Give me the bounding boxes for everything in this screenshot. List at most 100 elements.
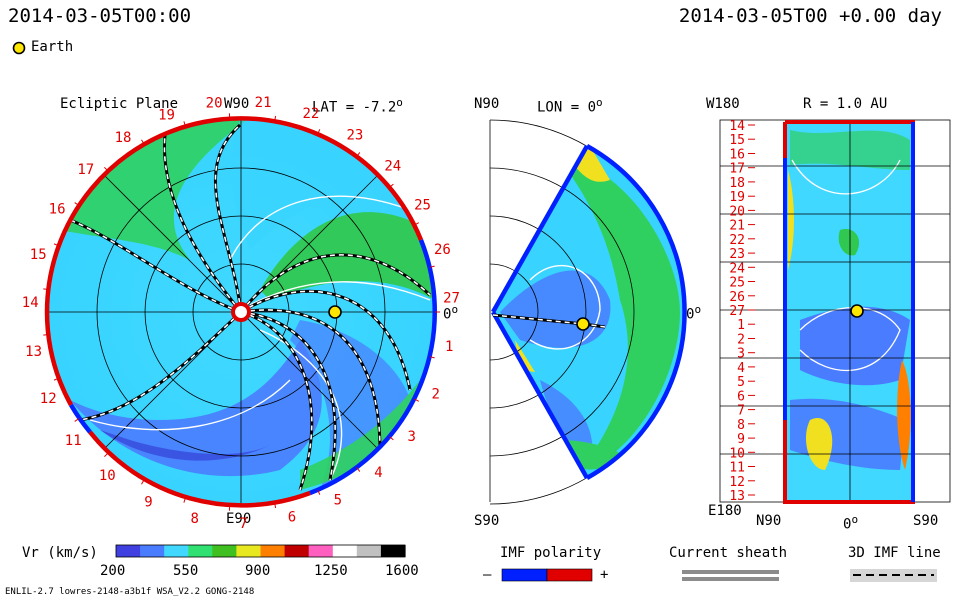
ecliptic-day-label-21: 21: [255, 95, 272, 111]
colorbar-tick-4: 1600: [385, 563, 419, 579]
radial-bottom-left-label: E180: [708, 503, 742, 519]
ecliptic-day-label-26: 26: [434, 242, 451, 258]
radial-day-label-6: 6: [737, 389, 745, 404]
ecliptic-day-tick-23: [356, 152, 361, 157]
radial-earth-marker: [850, 304, 864, 318]
meridional-plot: [489, 119, 687, 505]
radial-day-label-16: 16: [729, 148, 745, 163]
radial-yellow-lower: [805, 418, 833, 470]
ecliptic-day-tick-26: [429, 265, 435, 268]
imf-polarity-plus: +: [600, 567, 609, 583]
ecliptic-day-tick-10: [104, 452, 109, 458]
meridional-edge-lower: [491, 310, 589, 480]
radial-day-label-13: 13: [729, 489, 745, 504]
meridional-earth-marker: [576, 317, 590, 331]
ecliptic-day-tick-6: [274, 503, 277, 509]
ecliptic-top-label: W90: [224, 96, 250, 112]
radial-day-label-19: 19: [729, 190, 745, 205]
ecliptic-bottom-label: E90: [226, 511, 252, 527]
timestamp-right: 2014-03-05T00 +0.00 day: [678, 5, 942, 27]
radial-day-label-24: 24: [729, 261, 745, 276]
imf-3d-line-legend: [850, 569, 937, 582]
colorbar-border: [115, 544, 406, 558]
ecliptic-green-sector-upper-left: [60, 118, 250, 260]
radial-day-label-22: 22: [729, 233, 745, 248]
ecliptic-day-label-20: 20: [206, 96, 223, 112]
ecliptic-day-label-11: 11: [65, 433, 82, 449]
radial-day-label-17: 17: [729, 162, 745, 177]
ecliptic-day-tick-12: [53, 377, 59, 381]
meridional-lon-label: LON = 0o: [537, 96, 603, 116]
ecliptic-day-tick-14: [43, 288, 49, 290]
ecliptic-day-label-22: 22: [302, 106, 319, 122]
radial-xtick-0: 0o: [843, 513, 859, 533]
colorbar-segment-8: [308, 545, 334, 557]
colorbar-segment-4: [212, 545, 237, 557]
ecliptic-day-label-25: 25: [414, 197, 431, 213]
colorbar-label: Vr (km/s): [22, 545, 98, 561]
ecliptic-day-label-2: 2: [431, 386, 439, 402]
ecliptic-day-label-24: 24: [384, 158, 401, 174]
colorbar: [115, 544, 406, 558]
ecliptic-day-label-5: 5: [334, 492, 342, 508]
imf-polarity-legend: [501, 568, 593, 582]
radial-day-label-5: 5: [737, 375, 745, 390]
radial-day-label-15: 15: [729, 133, 745, 148]
current-sheath-title: Current sheath: [669, 545, 788, 561]
imf-polarity-positive-swatch: [546, 568, 593, 582]
radial-day-label-26: 26: [729, 290, 745, 305]
colorbar-segment-10: [356, 545, 382, 557]
radial-day-label-1: 1: [737, 318, 745, 333]
radial-day-label-3: 3: [737, 347, 745, 362]
ecliptic-day-tick-16: [74, 202, 80, 206]
ecliptic-day-tick-1: [429, 356, 435, 359]
colorbar-tick-3: 1250: [314, 563, 348, 579]
ecliptic-day-tick-21: [274, 115, 277, 121]
current-sheath-legend: [682, 570, 779, 581]
radial-day-label-14: 14: [729, 119, 745, 134]
radial-day-label-23: 23: [729, 247, 745, 262]
radial-yellow-left: [788, 170, 794, 270]
imf-3d-line-title: 3D IMF line: [848, 545, 941, 561]
ecliptic-day-tick-24: [389, 183, 394, 188]
radial-plot: 1415161718192021222324252627123456789101…: [719, 119, 951, 504]
colorbar-tick-0: 200: [100, 563, 126, 579]
radial-day-label-7: 7: [737, 404, 745, 419]
ecliptic-day-label-14: 14: [22, 295, 39, 311]
radial-day-label-10: 10: [729, 446, 745, 461]
radial-day-label-20: 20: [729, 204, 745, 219]
ecliptic-day-label-7: 7: [239, 516, 247, 532]
ecliptic-day-label-23: 23: [346, 127, 363, 143]
ecliptic-day-tick-2: [414, 398, 420, 402]
model-info: ENLIL-2.7 lowres-2148-a3b1f WSA_V2.2 GON…: [5, 587, 255, 597]
imf-polarity-title: IMF polarity: [500, 545, 602, 561]
ecliptic-right-label: 0o: [443, 303, 459, 323]
radial-day-label-27: 27: [729, 304, 745, 319]
colorbar-segment-2: [164, 545, 189, 557]
ecliptic-title: Ecliptic Plane: [60, 96, 179, 112]
radial-day-label-21: 21: [729, 219, 745, 234]
ecliptic-day-tick-9: [141, 479, 145, 485]
ecliptic-green-region-lower-right: [300, 380, 420, 490]
meridional-edge-outer: [585, 144, 687, 480]
ecliptic-day-label-8: 8: [190, 511, 198, 527]
ecliptic-day-label-13: 13: [25, 344, 42, 360]
radial-orange-right: [897, 360, 911, 470]
ecliptic-day-tick-25: [414, 222, 420, 226]
ecliptic-day-label-9: 9: [144, 495, 152, 511]
earth-legend-icon: [12, 40, 26, 55]
radial-day-label-4: 4: [737, 361, 745, 376]
ecliptic-day-label-6: 6: [288, 510, 296, 526]
colorbar-segment-6: [260, 545, 286, 557]
ecliptic-lat-label: LAT = -7.2o: [312, 96, 403, 116]
ecliptic-day-label-15: 15: [30, 247, 47, 263]
radial-top-left-label: W180: [706, 96, 740, 112]
meridional-white-contour: [529, 264, 601, 350]
ecliptic-day-tick-19: [183, 121, 186, 127]
meridional-green-outer: [560, 160, 680, 470]
imf-polarity-minus: –: [483, 567, 492, 583]
colorbar-segment-1: [140, 545, 165, 557]
radial-xtick-n90: N90: [756, 513, 782, 529]
